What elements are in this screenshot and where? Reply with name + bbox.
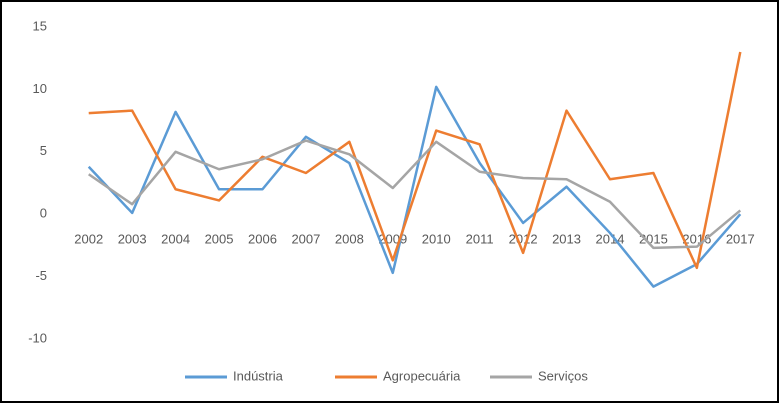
series-line [88,139,742,250]
x-tick-label: 2015 [639,232,668,247]
series-line [88,51,742,270]
x-tick-label: 2010 [422,232,451,247]
x-tick-label: 2008 [335,232,364,247]
y-tick-label: 15 [33,18,47,33]
y-tick-label: -5 [35,268,47,283]
x-tick-label: 2017 [726,232,755,247]
series-line [87,85,742,288]
x-tick-label: 2012 [509,232,538,247]
x-tick-label: 2003 [118,232,147,247]
y-tick-label: 0 [40,206,47,221]
y-tick-label: -10 [28,330,47,345]
x-tick-label: 2006 [248,232,277,247]
x-tick-label: 2011 [466,232,494,247]
x-tick-label: 2007 [291,232,320,247]
x-tick-label: 2002 [74,232,103,247]
x-tick-label: 2013 [552,232,581,247]
y-tick-label: 10 [33,81,47,96]
legend-label: Indústria [233,368,284,383]
x-tick-label: 2005 [205,232,234,247]
legend-label: Agropecuária [383,368,461,383]
legend-label: Serviços [538,368,588,383]
y-tick-label: 5 [40,143,47,158]
x-tick-label: 2004 [161,232,190,247]
